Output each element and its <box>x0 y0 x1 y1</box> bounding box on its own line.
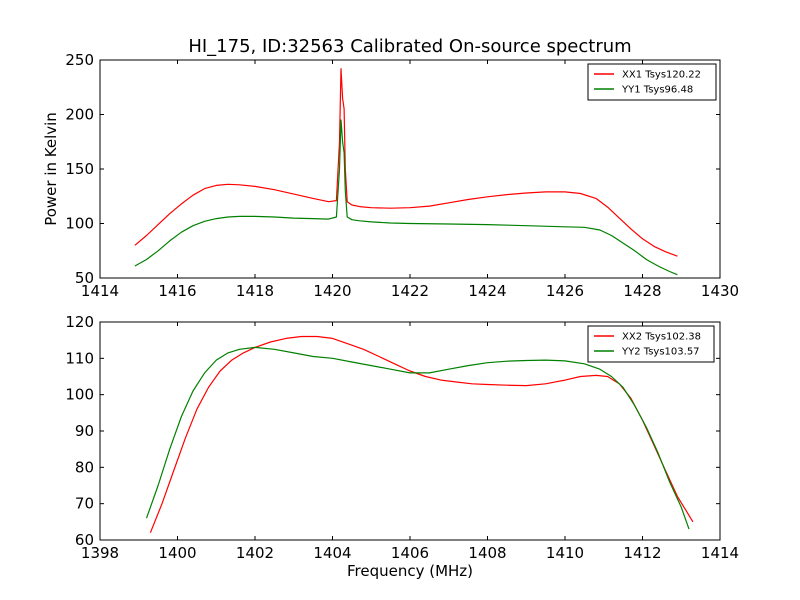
x-tick-label: 1422 <box>391 282 429 300</box>
legend-label: YY2 Tsys103.57 <box>621 347 700 358</box>
x-tick-label: 1420 <box>313 282 351 300</box>
y-tick-label: 110 <box>65 349 94 367</box>
series-line-bottom-0 <box>149 335 694 533</box>
x-tick-label: 1404 <box>313 544 351 562</box>
series-line-top-1 <box>134 119 678 276</box>
y-tick-label: 120 <box>65 313 94 331</box>
x-axis-label: Frequency (MHz) <box>347 562 473 580</box>
y-tick-label: 90 <box>75 422 94 440</box>
x-tick-label: 1428 <box>623 282 661 300</box>
y-tick-label: 150 <box>65 160 94 178</box>
y-tick-label: 100 <box>65 386 94 404</box>
y-tick-label: 50 <box>75 269 94 287</box>
legend-top: XX1 Tsys120.22 YY1 Tsys96.48 <box>587 63 717 101</box>
x-tick-label: 1426 <box>546 282 584 300</box>
x-tick-label: 1424 <box>468 282 506 300</box>
legend-label: XX1 Tsys120.22 <box>622 70 701 81</box>
y-tick-label: 200 <box>65 106 94 124</box>
series-line-bottom-1 <box>145 346 690 530</box>
series-line-top-0 <box>134 68 678 257</box>
x-tick-label: 1430 <box>701 282 739 300</box>
x-tick-label: 1400 <box>158 544 196 562</box>
x-tick-label: 1414 <box>701 544 739 562</box>
x-tick-label: 1402 <box>236 544 274 562</box>
panel-top: 1414 1416 1418 1420 1422 1424 1426 1428 1430 50 10… <box>65 51 739 300</box>
x-tick-label: 1410 <box>546 544 584 562</box>
x-tick-label: 1398 <box>81 544 119 562</box>
y-tick-label: 70 <box>75 495 94 513</box>
legend-bottom: XX2 Tsys102.38 YY2 Tsys103.57 <box>587 325 715 363</box>
x-tick-label: 1412 <box>623 544 661 562</box>
chart-panels: 1414 1416 1418 1420 1422 1424 1426 1428 1430 50 10… <box>65 51 739 562</box>
chart-title: HI_175, ID:32563 Calibrated On-source sp… <box>188 36 631 57</box>
y-tick-label: 100 <box>65 215 94 233</box>
legend-label: YY1 Tsys96.48 <box>621 85 693 96</box>
x-tick-label: 1418 <box>236 282 274 300</box>
legend-label: XX2 Tsys102.38 <box>622 332 701 343</box>
y-tick-label: 80 <box>75 458 94 476</box>
legend-box <box>587 63 717 101</box>
y-tick-label: 60 <box>75 531 94 549</box>
panel-bottom: 1398 1400 1402 1404 1406 1408 1410 1412 1414 60 70… <box>65 313 739 562</box>
x-tick-label: 1416 <box>158 282 196 300</box>
legend-box <box>587 325 715 363</box>
y-axis-label: Power in Kelvin <box>42 112 60 226</box>
x-tick-label: 1408 <box>468 544 506 562</box>
x-tick-label: 1406 <box>391 544 429 562</box>
x-tick-label: 1414 <box>81 282 119 300</box>
y-tick-label: 250 <box>65 51 94 69</box>
